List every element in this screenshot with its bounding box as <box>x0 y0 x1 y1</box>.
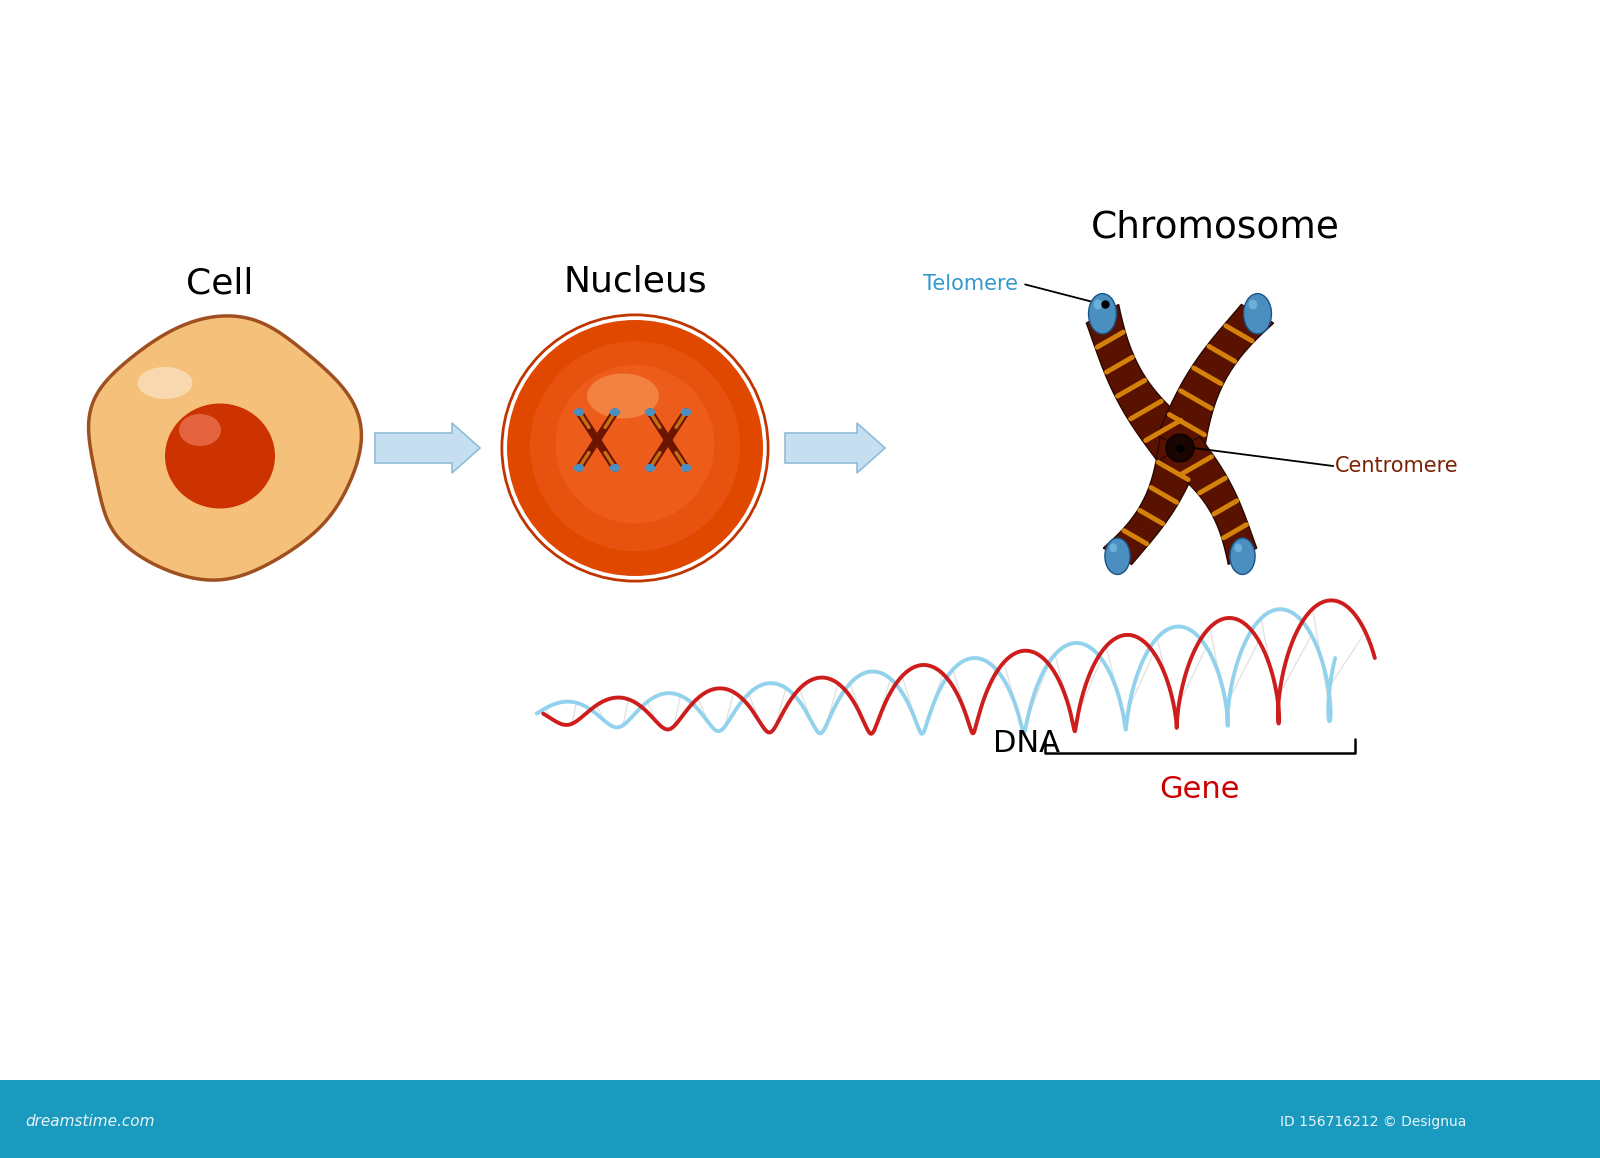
Ellipse shape <box>680 409 691 416</box>
Ellipse shape <box>165 403 275 508</box>
Text: ID 156716212 © Designua: ID 156716212 © Designua <box>1280 1115 1466 1129</box>
Ellipse shape <box>680 464 691 471</box>
Ellipse shape <box>1230 538 1254 574</box>
Ellipse shape <box>610 409 621 416</box>
Ellipse shape <box>1234 543 1242 552</box>
Polygon shape <box>1086 305 1203 461</box>
Text: Telomere: Telomere <box>923 273 1018 294</box>
FancyArrow shape <box>374 423 480 472</box>
Text: DNA: DNA <box>994 728 1061 757</box>
Ellipse shape <box>1109 543 1117 552</box>
Ellipse shape <box>555 365 714 523</box>
Ellipse shape <box>1106 538 1130 574</box>
Text: Cell: Cell <box>186 266 254 300</box>
Text: Chromosome: Chromosome <box>1091 210 1339 245</box>
Ellipse shape <box>179 415 221 446</box>
Ellipse shape <box>645 409 656 416</box>
Text: Nucleus: Nucleus <box>563 265 707 299</box>
FancyArrow shape <box>786 423 885 472</box>
Ellipse shape <box>1093 300 1102 309</box>
Ellipse shape <box>645 464 656 471</box>
Ellipse shape <box>530 342 739 551</box>
Ellipse shape <box>587 374 659 418</box>
Text: Gene: Gene <box>1160 775 1240 805</box>
Ellipse shape <box>138 367 192 400</box>
Polygon shape <box>1157 305 1274 461</box>
Text: dreamstime.com: dreamstime.com <box>26 1114 155 1129</box>
Ellipse shape <box>1166 434 1194 462</box>
Polygon shape <box>1160 437 1256 564</box>
Polygon shape <box>88 316 362 580</box>
Ellipse shape <box>1248 300 1258 309</box>
Ellipse shape <box>507 320 763 576</box>
Ellipse shape <box>574 409 584 416</box>
Ellipse shape <box>1088 294 1117 334</box>
Bar <box>0 1080 1600 1158</box>
Text: Centromere: Centromere <box>1334 456 1459 476</box>
Ellipse shape <box>574 464 584 471</box>
Polygon shape <box>1104 437 1200 564</box>
Ellipse shape <box>610 464 621 471</box>
Ellipse shape <box>1243 294 1272 334</box>
